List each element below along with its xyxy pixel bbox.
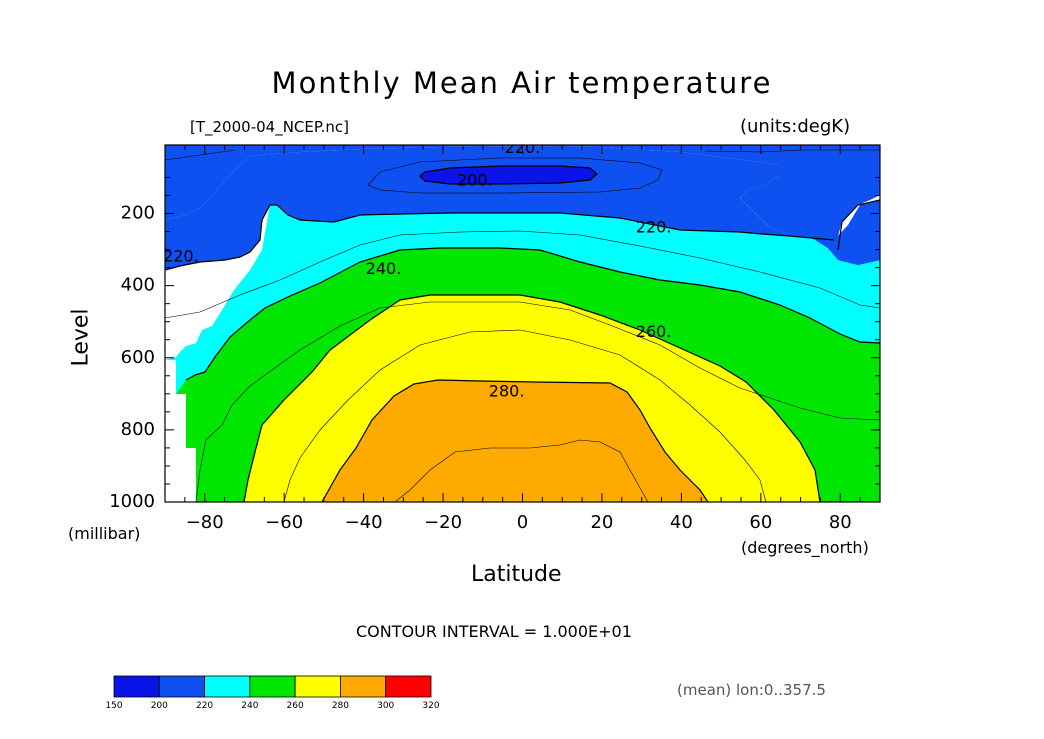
colorbar-swatch [158, 675, 205, 698]
x-tick-label: −40 [345, 512, 383, 533]
contour-label: 200. [457, 171, 493, 190]
contour-line-thin [195, 301, 880, 502]
x-tick-label: 80 [829, 512, 852, 533]
contour-line [419, 165, 598, 185]
contour-interval-text: CONTOUR INTERVAL = 1.000E+01 [356, 622, 632, 641]
mean-longitude-note: (mean) lon:0..357.5 [677, 681, 826, 699]
y-tick-label: 200 [121, 203, 155, 224]
contour-label: 280. [489, 382, 525, 401]
colorbar-swatch [294, 675, 341, 698]
contour-line-thin [165, 149, 236, 161]
colorbar-swatch [249, 675, 296, 698]
y-tick-label: 1000 [109, 491, 155, 512]
colorbar-swatch [113, 675, 160, 698]
colorbar-tick-label: 200 [151, 701, 168, 711]
source-file-label: [T_2000-04_NCEP.nc] [190, 118, 349, 136]
colorbar-tick-label: 300 [377, 701, 394, 711]
contour-line [185, 247, 880, 381]
band-280-300-region [322, 380, 708, 502]
colorbar-tick-label: 320 [422, 701, 439, 711]
colorbar-swatch [204, 675, 251, 698]
contour-line [321, 379, 709, 502]
missing-data-region [165, 360, 196, 502]
contour-line [837, 199, 880, 251]
contour-line-thin [367, 157, 663, 194]
colorbar-swatch [385, 675, 432, 698]
x-tick-label: 0 [517, 512, 528, 533]
contour-field: 220.200.220.220.240.260.280. [163, 145, 880, 502]
contour-label: 240. [366, 259, 402, 278]
contour-line-thin [394, 439, 649, 502]
contour-line-thin [283, 329, 767, 502]
units-label: (units:degK) [740, 116, 851, 137]
x-axis-units: (degrees_north) [741, 538, 869, 557]
y-axis-units: (millibar) [68, 524, 141, 543]
x-tick-label: 20 [590, 512, 613, 533]
contour-line [243, 294, 821, 502]
band-200-220-region [165, 145, 880, 265]
y-tick-label: 400 [121, 275, 155, 296]
colorbar-tick-label: 150 [105, 701, 122, 711]
y-tick-label: 600 [121, 347, 155, 368]
contour-line-thin [165, 230, 880, 319]
x-tick-label: −80 [186, 512, 224, 533]
x-tick-label: 60 [749, 512, 772, 533]
colorbar-tick-label: 220 [196, 701, 213, 711]
contour-label: 220. [636, 217, 672, 236]
x-tick-label: −60 [265, 512, 303, 533]
contour-label: 220. [163, 246, 199, 265]
contour-label: 260. [636, 322, 672, 341]
band-190-200-region [420, 166, 597, 184]
chart-title: Monthly Mean Air temperature [271, 66, 773, 100]
x-axis-title: Latitude [471, 562, 562, 587]
y-tick-label: 800 [121, 419, 155, 440]
x-tick-label: 40 [670, 512, 693, 533]
colorbar-tick-label: 260 [287, 701, 304, 711]
contour-line [165, 204, 835, 271]
colorbar-tick-label: 240 [241, 701, 258, 711]
colorbar-swatch [340, 675, 387, 698]
x-tick-label: −20 [424, 512, 462, 533]
band-200-220-lower-region [165, 146, 880, 270]
colorbar-tick-label: 280 [332, 701, 349, 711]
